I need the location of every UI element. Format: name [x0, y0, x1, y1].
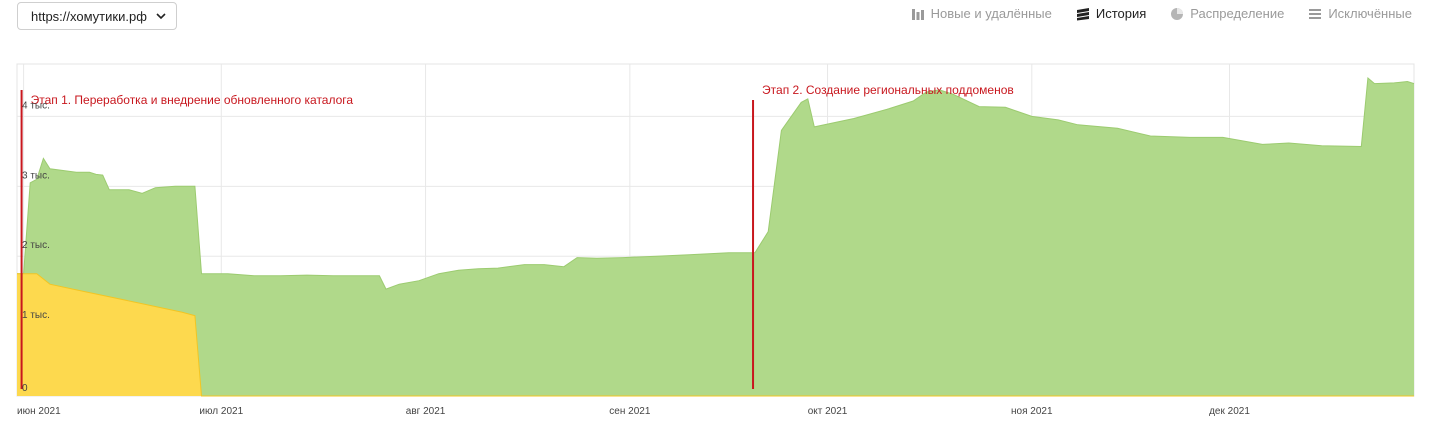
- report-tabs: Новые и удалённые История Распределение …: [911, 6, 1412, 21]
- x-tick-label: окт 2021: [808, 406, 848, 417]
- series-line: [17, 76, 1415, 290]
- annotation-label: Этап 2. Создание региональных поддоменов: [762, 83, 1014, 97]
- x-axis-labels: июн 2021 июл 2021 авг 2021 сен 2021 окт 2021…: [17, 406, 1250, 417]
- tab-history[interactable]: История: [1076, 6, 1146, 21]
- annotation-label: Этап 1. Переработка и внедрение обновлен…: [31, 93, 354, 107]
- tab-label: Новые и удалённые: [930, 6, 1052, 21]
- tab-label: Исключённые: [1328, 6, 1412, 21]
- x-tick-label: июн 2021: [17, 406, 61, 417]
- tab-label: История: [1095, 6, 1147, 21]
- stack-icon: [1309, 8, 1322, 19]
- x-tick-label: июл 2021: [199, 406, 243, 417]
- annotations: Этап 1. Переработка и внедрение обновлен…: [20, 83, 1014, 389]
- site-selector[interactable]: https://хомутики.рф: [17, 2, 177, 30]
- tab-excluded[interactable]: Исключённые: [1308, 6, 1412, 21]
- x-tick-label: авг 2021: [406, 406, 446, 417]
- site-selector-value: https://хомутики.рф: [31, 8, 147, 24]
- bar-chart-icon: [911, 8, 924, 20]
- series-line: [17, 273, 1414, 397]
- y-tick-label: 3 тыс.: [22, 170, 50, 181]
- y-tick-label: 4 тыс.: [22, 100, 50, 111]
- series-area-yellow: [17, 273, 1414, 396]
- tab-distribution[interactable]: Распределение: [1170, 6, 1284, 21]
- layers-icon: [1076, 7, 1089, 20]
- y-tick-label: 2 тыс.: [22, 240, 50, 251]
- pie-chart-icon: [1171, 7, 1184, 20]
- y-tick-label: 1 тыс.: [22, 310, 50, 321]
- tab-new-and-removed[interactable]: Новые и удалённые: [911, 6, 1052, 21]
- x-tick-label: дек 2021: [1209, 406, 1250, 417]
- tab-label: Распределение: [1190, 6, 1285, 21]
- x-tick-label: сен 2021: [609, 406, 651, 417]
- series-areas: [17, 76, 1415, 397]
- series-area-green: [17, 78, 1414, 396]
- y-axis-labels: 0 1 тыс. 2 тыс. 3 тыс. 4 тыс.: [22, 100, 50, 394]
- chevron-down-icon: [156, 13, 166, 20]
- y-tick-label: 0: [22, 383, 28, 394]
- x-tick-label: ноя 2021: [1011, 406, 1053, 417]
